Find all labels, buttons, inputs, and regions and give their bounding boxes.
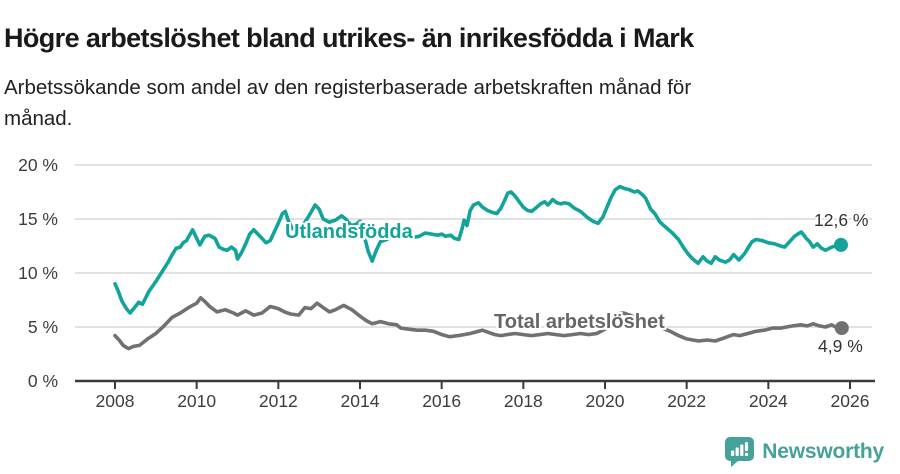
x-tick-label: 2020 <box>586 391 625 411</box>
newsworthy-speech-bubble-icon <box>725 437 755 467</box>
x-tick-label: 2022 <box>667 391 706 411</box>
end-value-label-total: 4,9 % <box>818 336 863 356</box>
x-tick-label: 2024 <box>749 391 788 411</box>
page-subtitle-line2: månad. <box>4 107 73 130</box>
series-label-total-arbetsloshet: Total arbetslöshet <box>494 311 665 333</box>
y-tick-label: 5 % <box>28 317 58 337</box>
x-tick-label: 2012 <box>259 391 298 411</box>
y-tick-label: 0 % <box>28 371 58 391</box>
series-line-utlandsfödda <box>113 184 843 315</box>
x-tick-label: 2008 <box>96 391 135 411</box>
page-subtitle: Arbetssökande som andel av den registerb… <box>4 72 784 134</box>
end-value-label-utlandsfodda: 12,6 % <box>814 210 869 230</box>
x-tick-label: 2010 <box>177 391 216 411</box>
page-title: Högre arbetslöshet bland utrikes- än inr… <box>4 23 694 54</box>
y-tick-label: 10 % <box>18 263 58 283</box>
y-tick-label: 20 % <box>18 155 58 175</box>
series-end-dot <box>834 321 849 336</box>
newsworthy-logo[interactable]: Newsworthy <box>725 437 884 467</box>
newsworthy-logo-text: Newsworthy <box>762 440 884 463</box>
x-tick-label: 2018 <box>504 391 543 411</box>
x-tick-label: 2026 <box>831 391 870 411</box>
series-label-utlandsfodda: Utlandsfödda <box>285 221 413 243</box>
x-tick-label: 2014 <box>341 391 380 411</box>
y-tick-label: 15 % <box>18 209 58 229</box>
series-end-dot <box>834 237 848 252</box>
page-subtitle-line1: Arbetssökande som andel av den registerb… <box>4 76 692 99</box>
series-line-total-arbetslöshet <box>113 295 844 351</box>
x-tick-label: 2016 <box>422 391 461 411</box>
